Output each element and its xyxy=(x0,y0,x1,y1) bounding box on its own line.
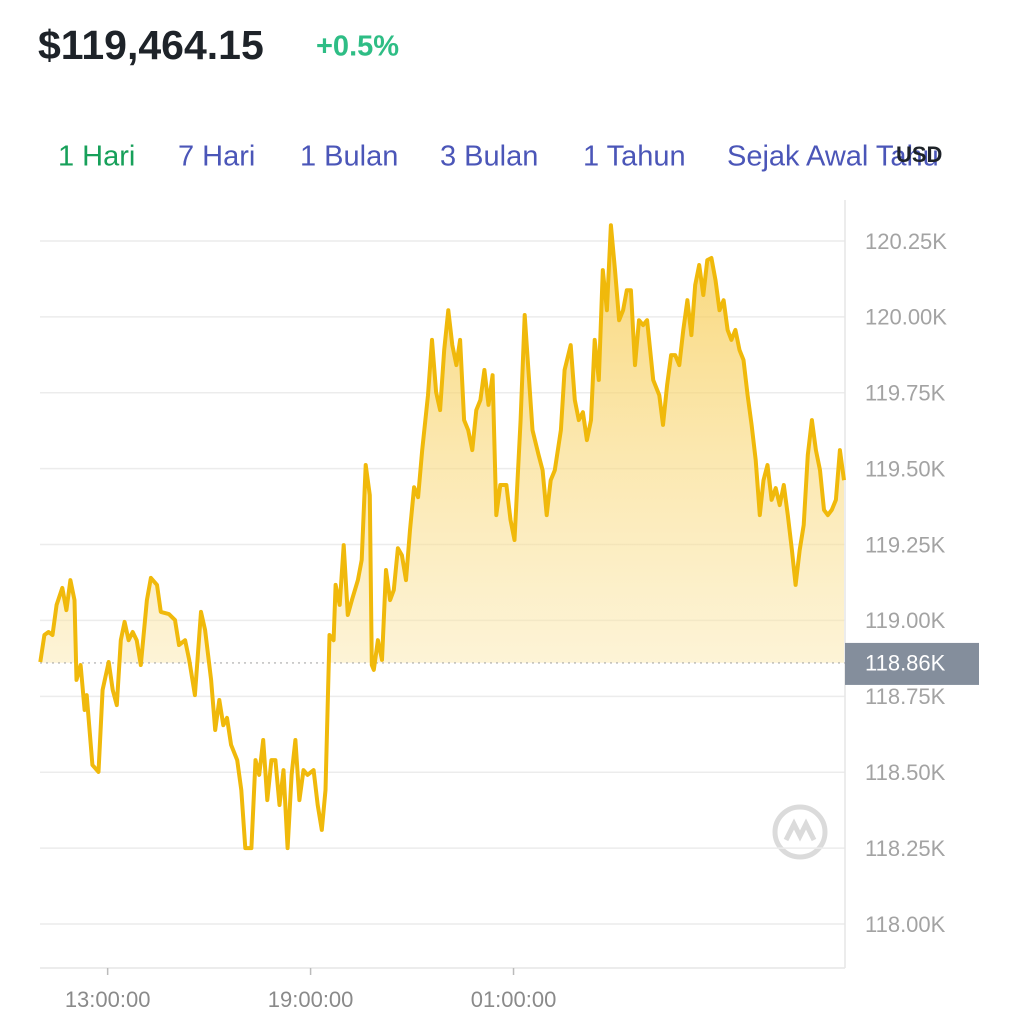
y-tick-label: 118.50K xyxy=(865,760,946,785)
x-tick-label: 01:00:00 xyxy=(471,987,557,1012)
range-tab[interactable]: 1 Tahun xyxy=(583,141,686,173)
area xyxy=(40,225,844,663)
range-tab[interactable]: 3 Bulan xyxy=(440,141,538,173)
y-tick-label: 119.50K xyxy=(865,456,946,481)
range-tab[interactable]: Sejak Awal Tahu xyxy=(727,141,939,173)
y-tick-label: 118.25K xyxy=(865,836,946,861)
range-tab[interactable]: 1 Bulan xyxy=(300,141,398,173)
y-tick-label: 120.25K xyxy=(865,229,947,254)
price-change: +0.5% xyxy=(316,31,399,63)
watermark xyxy=(772,804,828,860)
y-tick-label: 120.00K xyxy=(865,305,947,330)
range-tabs: 1 Hari 7 Hari 1 Bulan 3 Bulan 1 Tahun Sejak A… xyxy=(58,141,939,173)
y-tick-label: 119.25K xyxy=(865,532,946,557)
current-price-tag xyxy=(845,642,979,685)
currency: USD xyxy=(896,142,942,167)
y-tick-label: 119.00K xyxy=(865,608,946,633)
price-line xyxy=(38,223,846,851)
y-tick-label: 118.00K xyxy=(865,912,946,937)
y-tick-label: 118.75K xyxy=(865,684,946,709)
x-tick-label: 19:00:00 xyxy=(268,987,354,1012)
x-tick-label: 13:00:00 xyxy=(65,987,151,1012)
current-price-label: 118.86K xyxy=(865,651,946,676)
y-tick-label: 119.75K xyxy=(865,381,946,406)
range-tab[interactable]: 1 Hari xyxy=(58,141,135,173)
price: $119,464.15 xyxy=(38,22,264,68)
plot: 118.00K 118.25K 118.50K 118.75K 119.00K 119.2… xyxy=(38,200,979,1012)
range-tab[interactable]: 7 Hari xyxy=(178,141,255,173)
